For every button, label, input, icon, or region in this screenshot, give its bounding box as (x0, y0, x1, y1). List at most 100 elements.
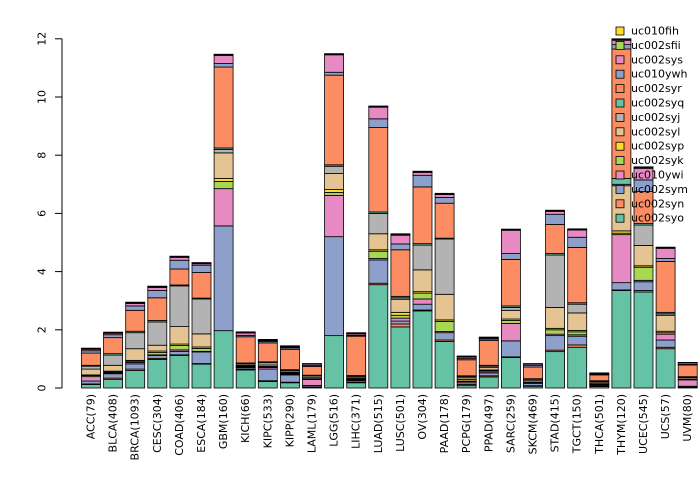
bar-SKCM(469) (523, 363, 543, 389)
bar-segment-uc010fih (346, 332, 367, 334)
bar-segment-uc002syo (191, 363, 212, 389)
bar-segment-uc010fih (390, 233, 411, 235)
bar-segment-uc002syl (567, 312, 588, 331)
bar-segment-uc002syj (567, 303, 588, 314)
bar-segment-uc002syk (324, 192, 345, 196)
bar-segment-uc002syl (390, 298, 411, 313)
bar-segment-uc002syr (169, 268, 190, 286)
bar-segment-uc010ywh (368, 118, 389, 128)
bar-segment-uc002sym (412, 303, 433, 311)
bar-segment-uc010ywi (500, 322, 521, 342)
bar-segment-uc010fih (633, 166, 654, 168)
x-tick-label: UVM(80) (681, 394, 694, 442)
legend-swatch-uc002sfii (615, 41, 625, 50)
bar-segment-uc010ywh (655, 258, 676, 262)
bar-segment-uc002syo (213, 330, 234, 389)
bar-segment-uc002sym (611, 282, 632, 291)
bar-segment-uc002syo (434, 341, 455, 389)
bar-segment-uc010ywh (545, 213, 565, 225)
bar-segment-uc002syr (257, 342, 278, 363)
bar-segment-uc010ywh (567, 236, 588, 248)
x-tick-label: ACC(79) (85, 394, 98, 439)
bar-segment-uc002sys (147, 287, 168, 291)
bar-segment-uc010fih (456, 355, 477, 357)
bar-segment-uc002syl (545, 306, 565, 329)
bar-segment-uc002syr (456, 359, 477, 377)
bar-TGCT(150) (567, 228, 588, 389)
legend-label: uc002syl (631, 125, 680, 138)
bar-COAD(406) (169, 255, 190, 389)
bar-segment-uc002syr (523, 366, 543, 380)
bar-segment-uc002syj (368, 212, 389, 235)
bar-segment-uc010ywh (125, 305, 146, 311)
bar-segment-uc002syl (213, 152, 234, 179)
bar-segment-uc002syk (191, 348, 212, 352)
bar-segment-uc002syl (324, 173, 345, 190)
bar-KIPC(533) (257, 339, 278, 389)
bar-segment-uc002syo (500, 357, 521, 389)
bar-segment-uc002syk (213, 180, 234, 190)
bar-segment-uc002syl (434, 293, 455, 321)
bar-THCA(501) (589, 372, 610, 389)
bar-segment-uc002syr (103, 337, 123, 355)
bar-segment-uc002sym (434, 332, 455, 341)
bar-ACC(79) (81, 347, 101, 389)
bar-segment-uc002sym (655, 339, 676, 348)
bar-segment-uc010ywh (390, 243, 411, 251)
x-tick-label: ESCA(184) (195, 394, 208, 453)
bar-segment-uc002sym (633, 281, 654, 291)
legend-label: uc002sfii (631, 39, 681, 52)
bar-segment-uc002sys (368, 106, 389, 120)
bar-segment-uc002syj (412, 244, 433, 271)
bar-PCPG(179) (456, 355, 477, 389)
bar-segment-uc002syr (434, 202, 455, 239)
bar-UCS(57) (655, 246, 676, 389)
bar-segment-uc002syr (500, 258, 521, 307)
bar-segment-uc010fih (324, 53, 345, 55)
y-tick-label: 8 (36, 152, 49, 159)
bar-segment-uc002syj (213, 148, 234, 154)
legend-label: uc002syq (631, 97, 684, 110)
y-tick-label: 4 (36, 268, 49, 275)
bar-segment-uc002syl (191, 333, 212, 348)
bar-segment-uc010fih (191, 262, 212, 264)
y-tick-label: 6 (36, 210, 49, 217)
x-tick-label: BRCA(1093) (129, 394, 142, 460)
bar-segment-uc002sym (390, 320, 411, 325)
x-tick-label: LUSC(501) (394, 394, 407, 452)
bar-segment-uc002sys (434, 194, 455, 198)
bar-segment-uc002syj (545, 254, 565, 308)
bar-segment-uc002sys (655, 247, 676, 259)
bar-segment-uc002syj (500, 306, 521, 311)
y-tick-label: 0 (36, 385, 49, 392)
bar-segment-uc002syo (368, 284, 389, 389)
bar-UCEC(545) (633, 166, 654, 389)
bar-segment-uc010ywh (169, 259, 190, 270)
y-tick-label: 12 (36, 32, 49, 46)
x-tick-label: CESC(304) (151, 394, 164, 453)
bar-LIHC(371) (346, 332, 367, 389)
bar-segment-uc002sys (412, 171, 433, 176)
x-tick-label: LAML(179) (306, 394, 319, 453)
bar-segment-uc002sys (390, 234, 411, 245)
bar-segment-uc002syo (257, 381, 278, 389)
legend-label: uc002syj (631, 111, 680, 124)
bar-segment-uc002syr (412, 186, 433, 245)
bar-segment-uc002syr (213, 66, 234, 149)
bar-segment-uc002syk (434, 320, 455, 332)
x-tick-label: UCS(57) (659, 394, 672, 439)
bar-segment-uc002syr (567, 247, 588, 304)
legend-label: uc002syo (631, 212, 684, 225)
bar-OV(304) (412, 170, 433, 389)
bar-PPAD(497) (478, 336, 499, 389)
bar-segment-uc002syo (346, 382, 367, 389)
bar-segment-uc002syo (279, 382, 300, 389)
legend-swatch-uc002syn (615, 199, 625, 209)
x-tick-label: GBM(160) (217, 394, 230, 449)
bar-LAML(179) (302, 363, 322, 389)
bar-segment-uc002syr (346, 335, 367, 376)
bar-segment-uc010ywh (434, 196, 455, 204)
bar-segment-uc002sys (567, 229, 588, 238)
x-tick-label: UCEC(545) (637, 394, 650, 454)
